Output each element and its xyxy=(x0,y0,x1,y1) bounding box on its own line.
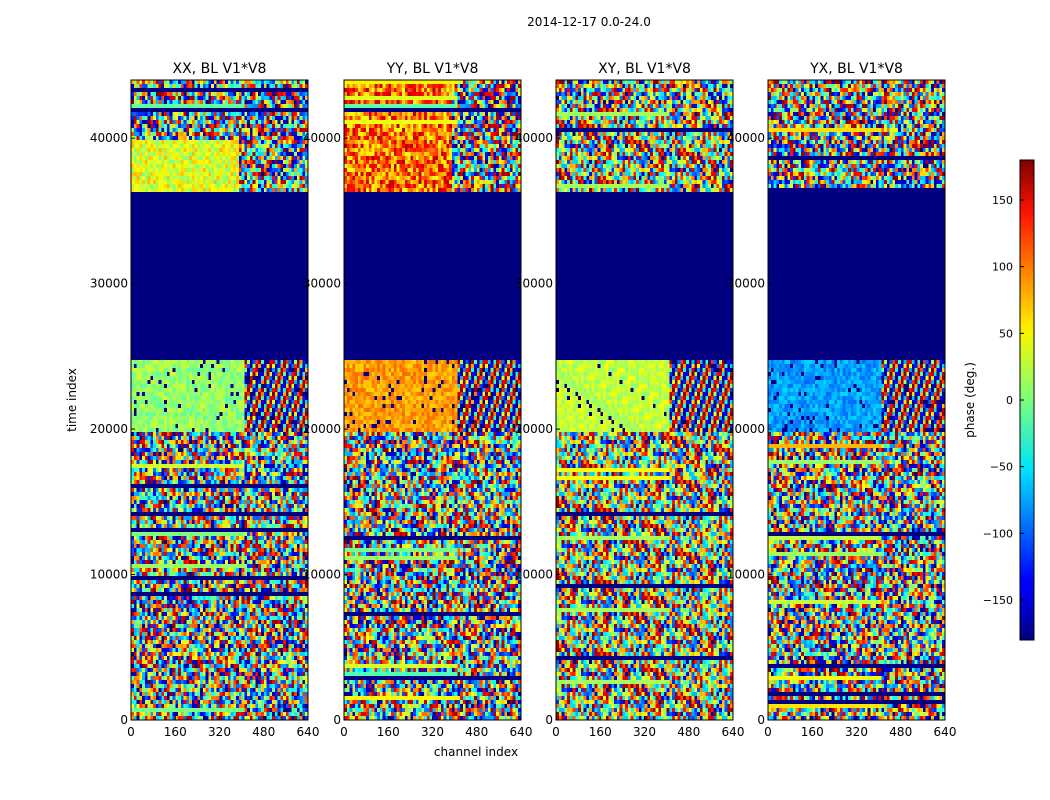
x-tick-label: 480 xyxy=(889,725,912,739)
x-tick-label: 640 xyxy=(510,725,533,739)
colorbar-tick-label: 50 xyxy=(999,327,1013,340)
y-tick-label: 20000 xyxy=(90,422,128,436)
y-tick-label: 40000 xyxy=(90,131,128,145)
x-tick-label: 640 xyxy=(934,725,957,739)
x-tick-label: 160 xyxy=(377,725,400,739)
colorbar-tick-label: −100 xyxy=(983,527,1013,540)
x-tick-label: 160 xyxy=(589,725,612,739)
x-tick-label: 0 xyxy=(552,725,560,739)
y-tick-label: 20000 xyxy=(515,422,553,436)
figure-title: 2014-12-17 0.0-24.0 xyxy=(527,15,651,29)
x-tick-label: 640 xyxy=(297,725,320,739)
y-tick-label: 40000 xyxy=(727,131,765,145)
y-tick-label: 0 xyxy=(333,713,341,727)
y-tick-label: 30000 xyxy=(515,277,553,291)
panel-title: XY, BL V1*V8 xyxy=(598,61,691,77)
x-tick-label: 480 xyxy=(252,725,275,739)
y-tick-label: 20000 xyxy=(303,422,341,436)
y-tick-label: 10000 xyxy=(90,568,128,582)
x-tick-label: 160 xyxy=(801,725,824,739)
y-tick-label: 10000 xyxy=(727,568,765,582)
panel-xy: XY, BL V1*V8 0 160 320 480 640 0 10000 20000 3000… xyxy=(515,61,745,739)
y-tick-label: 10000 xyxy=(515,568,553,582)
x-tick-label: 0 xyxy=(340,725,348,739)
flagged-band xyxy=(344,193,521,360)
colorbar-tick-label: 100 xyxy=(992,261,1013,274)
colorbar-label: phase (deg.) xyxy=(963,362,977,438)
panel-title: YX, BL V1*V8 xyxy=(809,61,903,77)
y-tick-label: 30000 xyxy=(727,277,765,291)
flagged-band xyxy=(131,193,308,360)
y-tick-label: 40000 xyxy=(515,131,553,145)
y-tick-label: 0 xyxy=(545,713,553,727)
y-tick-label: 0 xyxy=(120,713,128,727)
colorbar: −150 −100 −50 0 50 100 150 xyxy=(983,159,1035,641)
x-tick-label: 0 xyxy=(764,725,772,739)
x-tick-label: 480 xyxy=(465,725,488,739)
y-tick-label: 30000 xyxy=(303,277,341,291)
heatmap-image-xx xyxy=(131,80,308,720)
y-tick-label: 10000 xyxy=(303,568,341,582)
panel-title: XX, BL V1*V8 xyxy=(173,61,267,77)
y-tick-label: 20000 xyxy=(727,422,765,436)
panel-yy: YY, BL V1*V8 0 160 320 480 640 0 10000 20000 3000… xyxy=(303,61,533,739)
flagged-band xyxy=(768,193,945,360)
panel-title: YY, BL V1*V8 xyxy=(386,61,479,77)
y-axis-label: time index xyxy=(65,368,79,432)
flagged-band xyxy=(556,193,733,360)
x-tick-label: 320 xyxy=(421,725,444,739)
x-tick-label: 480 xyxy=(677,725,700,739)
panel-xx: XX, BL V1*V8 0 160 320 480 640 0 10000 20000 3000… xyxy=(90,61,320,739)
panel-yx: YX, BL V1*V8 0 160 320 480 640 0 10000 20000 3000… xyxy=(727,61,957,739)
y-tick-label: 40000 xyxy=(303,131,341,145)
colorbar-tick-label: 0 xyxy=(1006,394,1013,407)
colorbar-tick-label: −50 xyxy=(990,461,1013,474)
x-tick-label: 0 xyxy=(127,725,135,739)
colorbar-tick-label: −150 xyxy=(983,594,1013,607)
colorbar-tick-label: 150 xyxy=(992,194,1013,207)
x-tick-label: 320 xyxy=(633,725,656,739)
x-tick-label: 160 xyxy=(164,725,187,739)
heatmap-image-xy xyxy=(556,80,733,720)
heatmap-image-yx xyxy=(768,80,945,720)
x-tick-label: 320 xyxy=(845,725,868,739)
heatmap-image-yy xyxy=(344,80,521,720)
x-axis-label: channel index xyxy=(434,745,518,759)
x-tick-label: 640 xyxy=(722,725,745,739)
y-tick-label: 30000 xyxy=(90,277,128,291)
x-tick-label: 320 xyxy=(208,725,231,739)
panels-group: XX, BL V1*V8 0 160 320 480 640 0 10000 20000 3000… xyxy=(90,61,957,739)
y-tick-label: 0 xyxy=(757,713,765,727)
